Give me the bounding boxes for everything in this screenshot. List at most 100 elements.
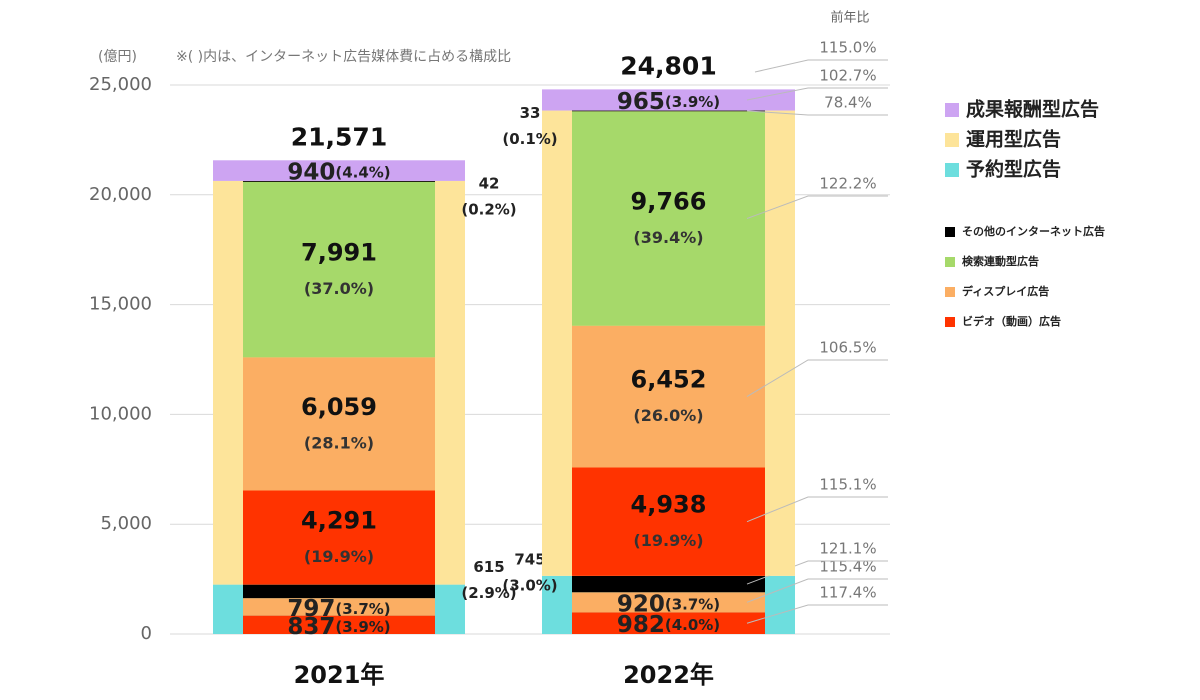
legend-label: 運用型広告 bbox=[966, 128, 1061, 151]
segment-bar bbox=[243, 357, 435, 491]
value-label: 920 bbox=[617, 591, 665, 617]
legend-label: その他のインターネット広告 bbox=[962, 224, 1105, 238]
segment-bar bbox=[243, 180, 435, 182]
share-label: (0.2%) bbox=[461, 200, 516, 218]
segment-bar bbox=[243, 490, 435, 585]
segment-label: 965(3.9%) bbox=[617, 88, 720, 114]
note: ※( )内は、インターネット広告媒体費に占める構成比 bbox=[176, 49, 511, 65]
y-tick-label: 20,000 bbox=[89, 184, 152, 205]
segment-bar bbox=[572, 111, 765, 326]
group-bar bbox=[542, 89, 795, 111]
yoy-label: 78.4% bbox=[824, 94, 872, 112]
value-label: 6,452 bbox=[631, 366, 707, 394]
yoy-header: 前年比 bbox=[830, 10, 869, 26]
yoy-leader bbox=[746, 578, 888, 603]
share-label: (4.0%) bbox=[665, 616, 720, 634]
share-label: (19.9%) bbox=[304, 547, 374, 566]
yoy-leader bbox=[746, 110, 888, 116]
value-label: 982 bbox=[617, 612, 665, 638]
yoy-leader bbox=[746, 359, 888, 398]
segment-bar bbox=[243, 615, 435, 634]
total-label: 24,801 bbox=[620, 51, 716, 80]
segment-bar bbox=[572, 575, 765, 593]
legend-label: ディスプレイ広告 bbox=[962, 284, 1049, 298]
legend-label: ビデオ（動画）広告 bbox=[962, 314, 1061, 328]
legend-swatch bbox=[945, 133, 959, 147]
value-label: 797 bbox=[287, 595, 335, 621]
value-label: 615 bbox=[473, 558, 504, 576]
y-tick-label: 5,000 bbox=[100, 513, 152, 534]
value-label: 965 bbox=[617, 88, 665, 114]
y-tick-label: 0 bbox=[141, 623, 152, 644]
yoy-label: 115.4% bbox=[819, 558, 876, 576]
value-label: 837 bbox=[287, 613, 335, 639]
yoy-label: 102.7% bbox=[819, 67, 876, 85]
yoy-label: 117.4% bbox=[819, 584, 876, 602]
yoy-leader bbox=[746, 496, 888, 523]
yoy-leader bbox=[754, 59, 888, 73]
share-label: (39.4%) bbox=[633, 228, 703, 247]
segment-label: 837(3.9%) bbox=[287, 613, 390, 639]
group-bar bbox=[213, 160, 465, 181]
segment-bar bbox=[572, 325, 765, 468]
legend-swatch bbox=[945, 257, 955, 267]
value-label: 745 bbox=[514, 551, 545, 569]
share-label: (19.9%) bbox=[633, 531, 703, 550]
segment-bar bbox=[572, 592, 765, 613]
yoy-label: 115.1% bbox=[819, 476, 876, 494]
value-label: 33 bbox=[520, 104, 541, 122]
legend-label: 検索連動型広告 bbox=[962, 254, 1039, 268]
yoy-leader bbox=[746, 195, 888, 219]
yoy-leader bbox=[746, 604, 888, 624]
value-label: 4,291 bbox=[301, 506, 377, 534]
share-label: (28.1%) bbox=[304, 433, 374, 452]
y-tick-label: 10,000 bbox=[89, 403, 152, 424]
yoy-label: 121.1% bbox=[819, 540, 876, 558]
value-label: 42 bbox=[479, 174, 500, 192]
segment-label: 940(4.4%) bbox=[287, 159, 390, 185]
segment-bar bbox=[572, 110, 765, 112]
legend-swatch bbox=[945, 317, 955, 327]
total-label: 21,571 bbox=[291, 122, 387, 151]
segment-label: 797(3.7%) bbox=[287, 595, 390, 621]
unit-label: (億円) bbox=[98, 49, 137, 65]
segment-bar bbox=[243, 598, 435, 616]
segment-bar bbox=[243, 181, 435, 358]
x-tick-label: 2022年 bbox=[623, 661, 714, 689]
share-label: (26.0%) bbox=[633, 406, 703, 425]
segment-bar bbox=[572, 612, 765, 634]
yoy-leader bbox=[746, 87, 888, 101]
segment-label: 920(3.7%) bbox=[617, 591, 720, 617]
legend-swatch bbox=[945, 163, 959, 177]
segment-bar bbox=[572, 467, 765, 576]
share-label: (3.7%) bbox=[335, 599, 390, 617]
legend-swatch bbox=[945, 227, 955, 237]
value-label: 940 bbox=[287, 159, 335, 185]
legend-label: 予約型広告 bbox=[966, 158, 1061, 181]
share-label: (3.7%) bbox=[665, 595, 720, 613]
segment-bar bbox=[243, 584, 435, 599]
legend-label: 成果報酬型広告 bbox=[966, 98, 1099, 121]
yoy-leader bbox=[746, 560, 888, 585]
share-label: (3.9%) bbox=[665, 92, 720, 110]
yoy-label: 115.0% bbox=[819, 39, 876, 57]
legend-swatch bbox=[945, 287, 955, 297]
x-tick-label: 2021年 bbox=[294, 661, 385, 689]
share-label: (3.0%) bbox=[502, 577, 557, 595]
value-label: 7,991 bbox=[301, 239, 377, 267]
legend-swatch bbox=[945, 103, 959, 117]
segment-label: 982(4.0%) bbox=[617, 612, 720, 638]
share-label: (4.4%) bbox=[335, 163, 390, 181]
share-label: (3.9%) bbox=[335, 617, 390, 635]
value-label: 6,059 bbox=[301, 393, 377, 421]
value-label: 4,938 bbox=[631, 491, 707, 519]
yoy-label: 106.5% bbox=[819, 339, 876, 357]
y-tick-label: 15,000 bbox=[89, 294, 152, 315]
share-label: (0.1%) bbox=[502, 130, 557, 148]
value-label: 9,766 bbox=[631, 188, 707, 216]
share-label: (37.0%) bbox=[304, 279, 374, 298]
y-tick-label: 25,000 bbox=[89, 74, 152, 95]
yoy-label: 122.2% bbox=[819, 175, 876, 193]
